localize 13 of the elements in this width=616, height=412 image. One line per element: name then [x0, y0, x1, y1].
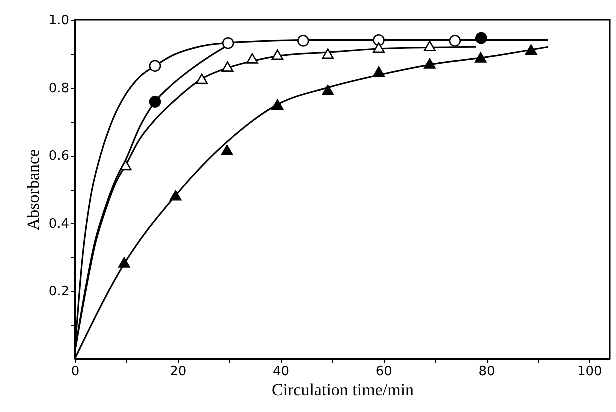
- x-axis-title: Circulation time/min: [272, 380, 415, 400]
- y-tick-label: 0.8: [48, 81, 70, 96]
- x-tick-label: 20: [170, 364, 187, 380]
- y-axis-title: Absorbance: [24, 149, 43, 231]
- x-tick-label: 100: [578, 364, 602, 380]
- x-tick-label: 0: [71, 364, 80, 380]
- y-tick-label: 0.4: [48, 216, 70, 232]
- y-tick-label: 1.0: [48, 14, 70, 28]
- y-tick-label: 0.6: [48, 149, 70, 164]
- x-tick-label: 60: [376, 364, 392, 380]
- x-tick-label: 80: [478, 364, 496, 380]
- y-tick-label: 0.2: [48, 284, 70, 300]
- x-tick-label: 40: [272, 364, 290, 380]
